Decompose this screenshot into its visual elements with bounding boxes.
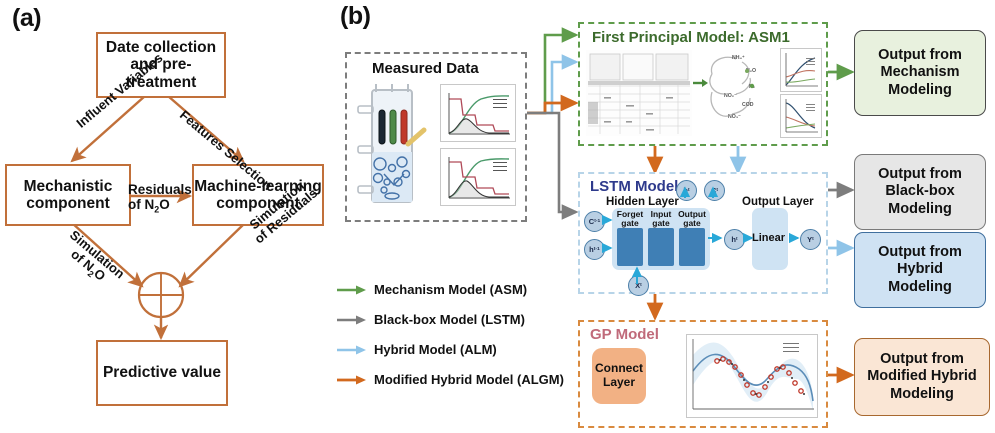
legend-arrow-gray-icon [337,315,366,324]
output-box-modified-hybrid-text: Output from Modified Hybrid Modeling [867,351,977,402]
legend-item-hybrid: Hybrid Model (ALM) [337,342,497,357]
legend-item-modified-hybrid: Modified Hybrid Model (ALGM) [337,372,564,387]
a-box-mechanistic-text: Mechanistic component [23,177,113,212]
output-blackbox-line3: Modeling [888,200,952,217]
legend-arrow-green-icon [337,285,366,294]
output-box-black-box: Output from Black-box Modeling [854,154,986,230]
svg-text:NH₄⁺: NH₄⁺ [732,55,745,61]
lstm-forget-gate [617,228,643,266]
legend-label-modified-hybrid: Modified Hybrid Model (ALGM) [374,372,564,387]
gp-model-title: GP Model [590,326,659,343]
gp-connect-line2: Layer [602,375,636,389]
legend-arrow-orange-icon [337,375,366,384]
output-hybrid-line1: Output from [878,244,962,261]
lstm-output-layer-title: Output Layer [742,196,814,208]
output-modhybrid-line2: Modified Hybrid [867,368,977,385]
a-box-machine-learning-text: Machine-learning component [194,177,322,212]
gp-regression-chart [686,334,818,418]
output-box-black-box-text: Output from Black-box Modeling [878,166,962,217]
lstm-model-title: LSTM Model [590,178,679,195]
a-edge-residuals-line2: of N2O [128,197,170,215]
output-box-modified-hybrid: Output from Modified Hybrid Modeling [854,338,990,416]
lstm-output-gate-label: Output gate [678,209,706,228]
asm-model-title: First Principal Model: ASM1 [592,29,790,46]
svg-text:COD: COD [742,102,754,108]
output-mechanism-line1: Output from [878,47,962,64]
legend-item-mechanism: Mechanism Model (ASM) [337,282,527,297]
lstm-internal-arrows [601,186,800,284]
a-edge-residuals-n2o: Residuals of N2O [128,182,192,216]
output-mechanism-line3: Modeling [888,81,952,98]
output-blackbox-line1: Output from [878,166,962,183]
svg-text:NO₂⁻: NO₂⁻ [724,93,737,99]
nitrogen-cycle-diagram: NH₄⁺ NO₂⁻ NO₃⁻ N₂O N₂ COD [709,55,756,120]
asm-stoichiometric-matrix [586,50,692,136]
reactor-illustration [357,84,427,203]
output-hybrid-line2: Hybrid [897,261,943,278]
output-blackbox-line2: Black-box [885,183,955,200]
a-box-data-collection-text: Date collection and pre-treatment [105,38,217,91]
lstm-output-gate [679,228,705,266]
panel-a-arrows [70,95,246,341]
a-box-mechanistic: Mechanistic component [5,164,131,226]
legend-arrow-lightblue-icon [337,345,366,354]
legend-label-mechanism: Mechanism Model (ASM) [374,282,528,297]
measured-data-chart-1 [440,84,516,142]
output-mechanism-line2: Mechanism [880,64,960,81]
output-box-mechanism: Output from Mechanism Modeling [854,30,986,116]
asm-chart-2 [780,94,822,138]
lstm-input-gate-label: Input gate [650,209,672,228]
output-hybrid-line3: Modeling [888,278,952,295]
output-modhybrid-line1: Output from [880,351,964,368]
svg-text:NO₃⁻: NO₃⁻ [728,114,741,120]
a-box-predictive-value: Predictive value [96,340,228,406]
svg-text:N₂O: N₂O [746,68,756,74]
lstm-input-gate [648,228,674,266]
lstm-forget-gate-label: Forget gate [616,209,644,228]
lstm-linear-label: Linear [752,232,786,244]
gp-connect-line1: Connect [595,361,643,376]
a-box-data-collection: Date collection and pre-treatment [96,32,226,98]
measured-data-chart-2 [440,148,516,206]
legend-item-black-box: Black-box Model (LSTM) [337,312,525,327]
panel-b-label: (b) [340,2,371,30]
measured-data-title: Measured Data [372,60,479,77]
lstm-hidden-layer-title: Hidden Layer [606,196,679,208]
asm-chart-1 [780,48,822,92]
asm-inner-arrow-icon [693,79,708,87]
a-box-predictive-value-text: Predictive value [102,364,222,382]
output-box-hybrid: Output from Hybrid Modeling [854,232,986,308]
a-edge-residuals-line1: Residuals [128,182,192,197]
output-modhybrid-line3: Modeling [890,385,954,402]
gp-connect-layer: Connect Layer [592,348,646,404]
legend-label-black-box: Black-box Model (LSTM) [374,312,525,327]
gp-connect-layer-text: Connect Layer [595,361,643,390]
output-box-mechanism-text: Output from Mechanism Modeling [878,47,962,98]
a-box-machine-learning: Machine-learning component [192,164,324,226]
legend-label-hybrid: Hybrid Model (ALM) [374,342,497,357]
panel-a-label: (a) [12,4,42,32]
output-box-hybrid-text: Output from Hybrid Modeling [878,244,962,295]
lstm-output-layer-panel [752,208,788,270]
